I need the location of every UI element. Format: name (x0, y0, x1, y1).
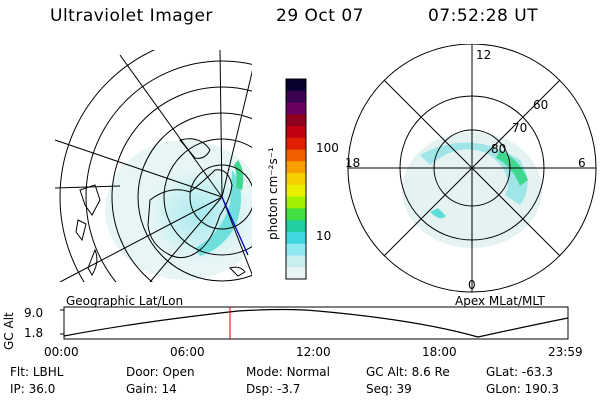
colorbar-band (286, 220, 306, 233)
mlat-label-70: 70 (512, 121, 528, 135)
status-door: Door: Open (126, 365, 195, 379)
time-tick-2359: 23:59 (548, 345, 583, 359)
left-panel-caption: Geographic Lat/Lon (66, 294, 184, 308)
colorbar-tick-10: 10 (316, 229, 332, 243)
colorbar-band (286, 255, 306, 268)
mlat-label-60: 60 (533, 98, 549, 112)
status-glon: GLon: 190.3 (486, 382, 559, 396)
magnetic-polar-plot (347, 44, 597, 293)
colorbar-band (286, 79, 306, 92)
altitude-plot (60, 306, 569, 340)
colorbar-band (286, 267, 306, 280)
colorbar-band (286, 243, 306, 256)
status-seq: Seq: 39 (366, 382, 412, 396)
colorbar-band (286, 161, 306, 174)
colorbar-band (286, 231, 306, 245)
mlt-label-6: 6 (578, 156, 586, 170)
altitude-tick-high: 9.0 (24, 306, 44, 320)
mlt-label-12: 12 (476, 48, 492, 62)
colorbar-tick-100: 100 (316, 141, 339, 155)
colorbar-band (286, 90, 306, 104)
colorbar-band (286, 114, 306, 127)
colorbar-band (286, 196, 306, 209)
mlt-label-0: 0 (468, 278, 476, 292)
status-glat: GLat: -63.3 (486, 365, 553, 379)
colorbar-band (286, 173, 306, 186)
time-tick-0600: 06:00 (170, 345, 205, 359)
observation-time: 07:52:28 UT (428, 6, 539, 26)
time-tick-1800: 18:00 (422, 345, 457, 359)
mlt-label-18: 18 (345, 156, 361, 170)
time-tick-1200: 12:00 (296, 345, 331, 359)
status-dsp: Dsp: -3.7 (246, 382, 301, 396)
colorbar-band (286, 208, 306, 221)
altitude-tick-low: 1.8 (24, 326, 44, 340)
observation-date: 29 Oct 07 (276, 6, 364, 26)
status-gc-alt: GC Alt: 8.6 Re (366, 365, 450, 379)
colorbar (285, 78, 307, 280)
geographic-map (54, 50, 252, 282)
mlat-label-80: 80 (491, 142, 507, 156)
altitude-axis-label: GC Alt (2, 312, 16, 350)
status-filter: Flt: LBHL (10, 365, 64, 379)
colorbar-band (286, 184, 306, 198)
status-ip: IP: 36.0 (10, 382, 56, 396)
status-gain: Gain: 14 (126, 382, 177, 396)
status-mode: Mode: Normal (246, 365, 330, 379)
colorbar-band (286, 149, 306, 162)
colorbar-band (286, 137, 306, 151)
colorbar-band (286, 102, 306, 115)
colorbar-band (286, 126, 306, 139)
right-panel-caption: Apex MLat/MLT (455, 294, 545, 308)
instrument-title: Ultraviolet Imager (50, 6, 213, 26)
time-tick-0000: 00:00 (44, 345, 79, 359)
